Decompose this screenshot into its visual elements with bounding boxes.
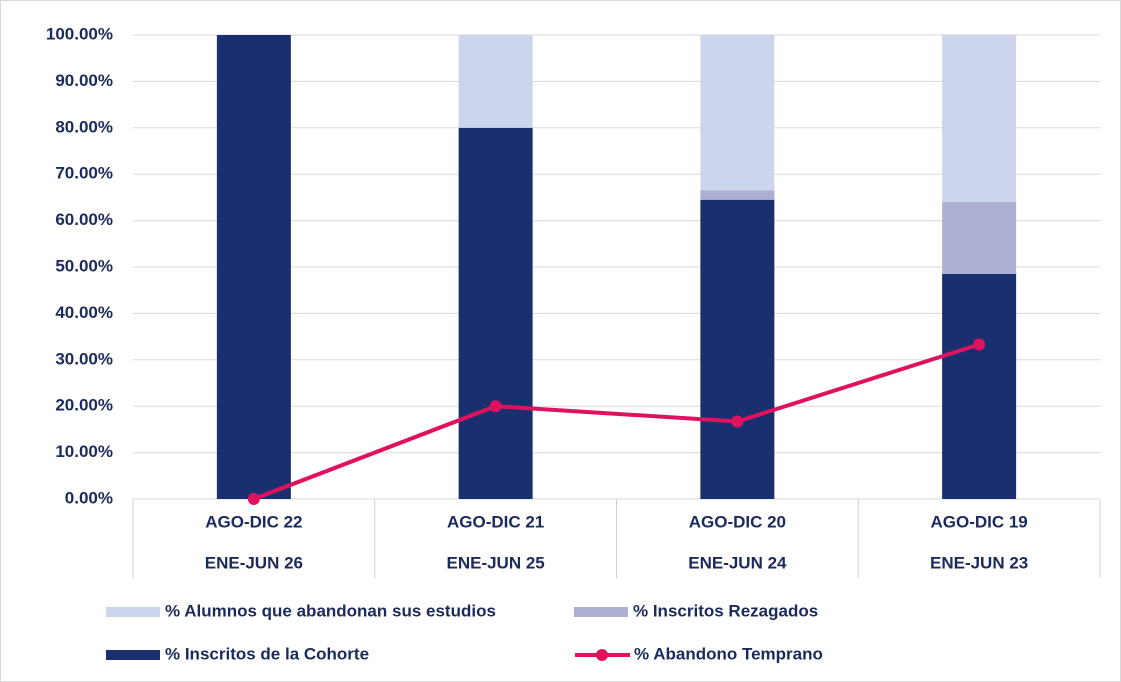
bar-segment <box>942 273 1017 499</box>
legend-label: % Alumnos que abandonan sus estudios <box>165 601 496 620</box>
bar-segment <box>458 127 533 500</box>
y-tick-label: 60.00% <box>55 210 113 229</box>
x-tick-label: ENE-JUN 25 <box>446 553 544 572</box>
legend-swatch <box>574 607 628 617</box>
legend-label: % Inscritos de la Cohorte <box>165 644 369 663</box>
y-tick-label: 20.00% <box>55 396 113 415</box>
y-tick-label: 90.00% <box>55 71 113 90</box>
line-marker <box>731 415 744 428</box>
y-tick-label: 30.00% <box>55 349 113 368</box>
line <box>253 342 980 501</box>
legend-swatch <box>106 607 160 617</box>
y-tick-label: 70.00% <box>55 164 113 183</box>
x-tick-label: ENE-JUN 26 <box>205 553 303 572</box>
legend-label: % Inscritos Rezagados <box>633 601 818 620</box>
y-tick-label: 80.00% <box>55 117 113 136</box>
y-tick-label: 10.00% <box>55 442 113 461</box>
line-marker <box>489 400 502 413</box>
x-tick-label: AGO-DIC 19 <box>930 512 1027 531</box>
bar-segment <box>700 199 775 499</box>
y-tick-label: 0.00% <box>65 488 113 507</box>
x-tick-label: ENE-JUN 23 <box>930 553 1028 572</box>
legend-label: % Abandono Temprano <box>634 644 823 663</box>
y-tick-label: 40.00% <box>55 303 113 322</box>
bar-segment <box>700 35 775 191</box>
x-tick-label: AGO-DIC 22 <box>205 512 302 531</box>
line-marker <box>973 338 986 351</box>
x-tick-label: AGO-DIC 21 <box>447 512 544 531</box>
bar-segment <box>942 35 1017 203</box>
line-marker <box>247 493 260 505</box>
x-tick-label: AGO-DIC 20 <box>689 512 786 531</box>
legend-marker <box>596 649 608 661</box>
y-tick-label: 50.00% <box>55 256 113 275</box>
x-tick-label: ENE-JUN 24 <box>688 553 787 572</box>
bar-segment <box>942 202 1017 274</box>
bar-segment <box>700 190 775 200</box>
legend-swatch <box>106 650 160 660</box>
bar-segment <box>458 35 533 128</box>
y-tick-label: 100.00% <box>46 24 113 43</box>
bar-segment <box>216 35 291 499</box>
